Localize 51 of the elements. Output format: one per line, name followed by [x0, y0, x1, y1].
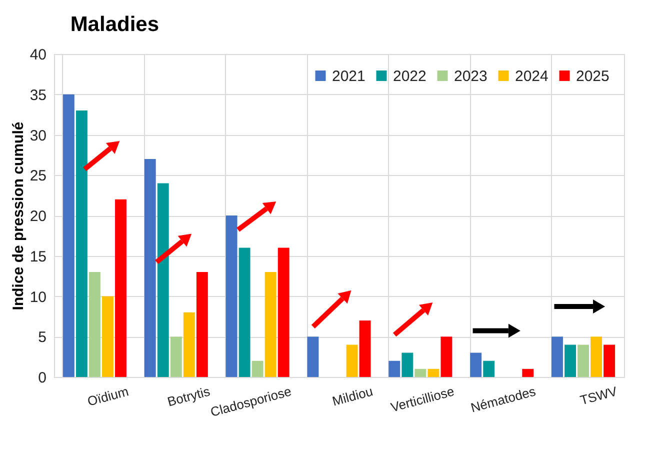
chart-title: Maladies	[70, 13, 160, 36]
legend-label: 2025	[576, 68, 610, 85]
y-tick-label: 0	[38, 370, 46, 386]
bar	[238, 248, 250, 377]
bar	[483, 360, 495, 377]
bar	[522, 368, 534, 377]
x-tick-label: Verticilliose	[389, 384, 456, 415]
legend-label: 2022	[393, 68, 426, 85]
legend-label: 2021	[332, 68, 366, 85]
legend-label: 2023	[454, 68, 488, 85]
bar	[278, 248, 290, 377]
x-tick-label: Mildiou	[330, 384, 374, 409]
bar	[402, 352, 414, 377]
bar	[440, 336, 452, 377]
bar	[346, 344, 358, 377]
bar	[552, 336, 563, 377]
bar	[590, 336, 602, 377]
bar	[196, 272, 208, 377]
bar	[414, 368, 426, 377]
bar	[88, 272, 100, 377]
y-tick-label: 10	[30, 288, 46, 306]
y-tick-label: 5	[38, 329, 46, 346]
bar	[388, 360, 400, 377]
y-tick-label: 15	[30, 248, 46, 266]
bar	[102, 296, 114, 377]
bar	[226, 216, 238, 377]
bar	[76, 110, 88, 377]
bar	[264, 272, 276, 377]
bar	[62, 94, 74, 377]
bar	[564, 344, 576, 377]
y-tick-label: 30	[30, 127, 46, 144]
bar	[470, 352, 482, 377]
bar	[307, 336, 319, 377]
x-tick-label: Botrytis	[166, 383, 212, 410]
x-tick-label: Oïdium	[86, 384, 130, 409]
bar	[144, 158, 156, 377]
x-tick-label: TSWV	[578, 383, 619, 408]
y-tick-label: 35	[30, 86, 46, 104]
y-axis-title: Indice de pression cumulé	[10, 122, 27, 310]
bar	[428, 368, 440, 377]
bar	[183, 312, 195, 377]
bar	[604, 344, 616, 377]
bar	[252, 360, 264, 377]
legend-label: 2024	[515, 68, 548, 85]
y-tick-label: 25	[30, 168, 46, 185]
y-tick-label: 20	[30, 208, 46, 225]
bar	[578, 344, 590, 377]
bar	[170, 336, 182, 377]
bar	[359, 320, 371, 377]
bar	[115, 199, 126, 377]
y-tick-label: 40	[30, 46, 46, 64]
